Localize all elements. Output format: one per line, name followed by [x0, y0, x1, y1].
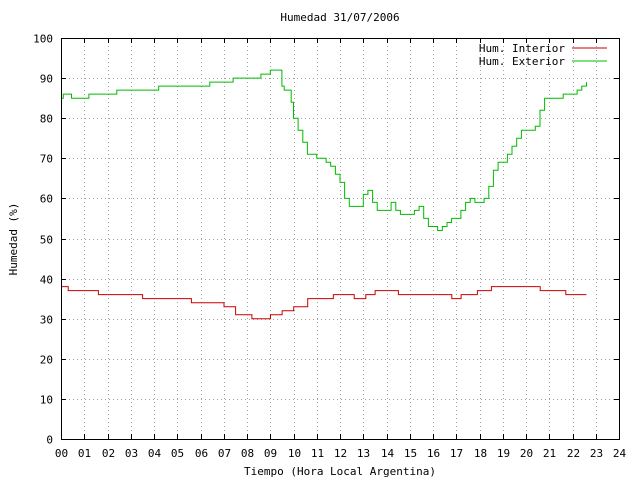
- legend-label-interior: Hum. Interior: [479, 42, 565, 55]
- y-axis-label: Humedad (%): [7, 203, 20, 276]
- x-tick-label: 22: [567, 447, 580, 460]
- y-tick-label: 30: [40, 314, 53, 327]
- x-tick-label: 18: [474, 447, 487, 460]
- y-tick-label: 90: [40, 73, 53, 86]
- x-tick-label: 15: [404, 447, 417, 460]
- x-tick-label: 17: [450, 447, 463, 460]
- x-tick-label: 23: [590, 447, 603, 460]
- legend-label-exterior: Hum. Exterior: [479, 55, 565, 68]
- x-tick-label: 11: [311, 447, 324, 460]
- x-tick-label: 09: [264, 447, 277, 460]
- axis-ticks: 00 01 02 03 04 05 06 07 08 09 10 11 12 13 14 15 16 17 18 19…: [33, 33, 626, 461]
- y-tick-label: 80: [40, 113, 53, 126]
- y-tick-label: 0: [46, 434, 53, 447]
- x-tick-label: 19: [497, 447, 510, 460]
- x-tick-label: 01: [78, 447, 91, 460]
- y-tick-label: 20: [40, 354, 53, 367]
- x-tick-label: 13: [357, 447, 370, 460]
- x-tick-label: 03: [125, 447, 138, 460]
- x-tick-label: 00: [55, 447, 68, 460]
- x-tick-label: 12: [334, 447, 347, 460]
- x-tick-label: 24: [613, 447, 627, 460]
- y-tick-label: 40: [40, 274, 53, 287]
- y-tick-label: 70: [40, 153, 53, 166]
- x-tick-label: 16: [427, 447, 440, 460]
- plot-series: [61, 69, 587, 320]
- x-tick-label: 21: [543, 447, 556, 460]
- x-tick-label: 05: [171, 447, 184, 460]
- x-tick-label: 04: [148, 447, 162, 460]
- x-tick-label: 14: [381, 447, 395, 460]
- x-tick-label: 20: [520, 447, 533, 460]
- series-line-hum-exterior: [61, 69, 587, 231]
- x-tick-label: 06: [195, 447, 208, 460]
- y-tick-label: 60: [40, 193, 53, 206]
- chart-title: Humedad 31/07/2006: [280, 11, 399, 24]
- x-tick-label: 10: [288, 447, 301, 460]
- x-tick-label: 07: [218, 447, 231, 460]
- y-tick-label: 10: [40, 394, 53, 407]
- grid: [61, 38, 619, 439]
- x-tick-label: 02: [102, 447, 115, 460]
- y-tick-label: 100: [33, 33, 53, 46]
- series-line-hum-interior: [61, 286, 587, 320]
- y-tick-label: 50: [40, 234, 53, 247]
- x-axis-label: Tiempo (Hora Local Argentina): [244, 465, 436, 478]
- legend: Hum. Interior Hum. Exterior: [479, 42, 607, 68]
- x-tick-label: 08: [241, 447, 254, 460]
